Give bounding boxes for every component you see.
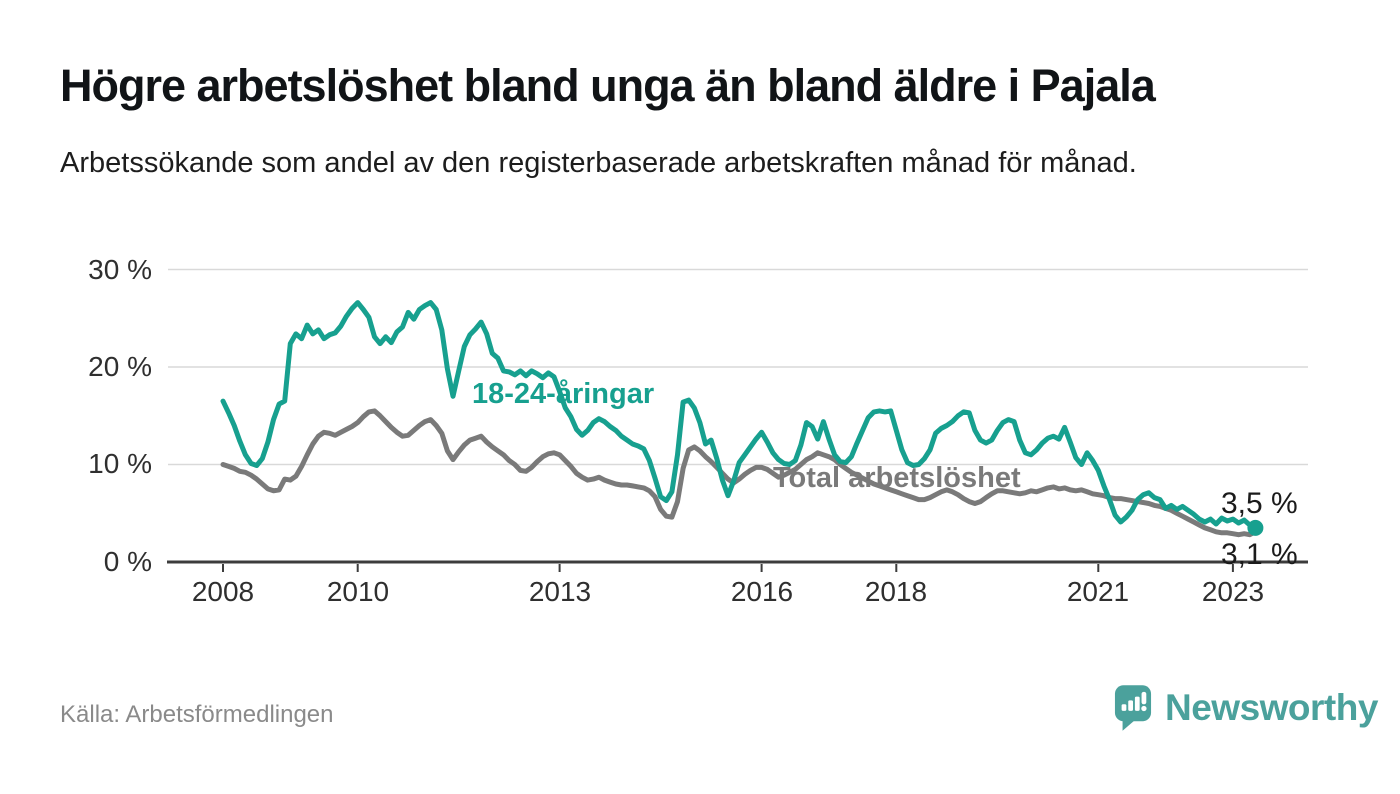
source-credit: Källa: Arbetsförmedlingen [60,701,334,728]
x-axis-label-2010: 2010 [326,576,390,607]
x-axis-label-2013: 2013 [528,576,592,607]
brand-logo: Newsworthy [1114,684,1378,732]
x-axis-label-2023: 2023 [1201,576,1265,607]
x-axis-label-2016: 2016 [730,576,794,607]
end-value-youth: 3,5 % [1221,487,1298,520]
series-line-total [220,408,1258,538]
chart-title: Högre arbetslöshet bland unga än bland ä… [60,60,1156,111]
y-axis-label-10: 10 % [88,448,152,479]
series-end-dot [1247,519,1264,536]
y-axis-label-30: 30 % [88,254,152,285]
chart-subtitle: Arbetssökande som andel av den registerb… [60,147,1137,179]
x-axis-label-2018: 2018 [864,576,928,607]
series-label-total: Total arbetslöshet [773,462,1021,494]
x-axis-label-2008: 2008 [191,576,255,607]
end-value-total: 3,1 % [1221,538,1298,571]
series-line-youth [220,300,1258,531]
y-axis-label-20: 20 % [88,351,152,382]
newsworthy-bubble-chart-icon [1114,685,1152,731]
brand-name: Newsworthy [1165,687,1378,728]
series-label-youth: 18-24-åringar [472,378,655,410]
x-axis-label-2021: 2021 [1066,576,1130,607]
y-axis-label-0: 0 % [103,546,152,577]
